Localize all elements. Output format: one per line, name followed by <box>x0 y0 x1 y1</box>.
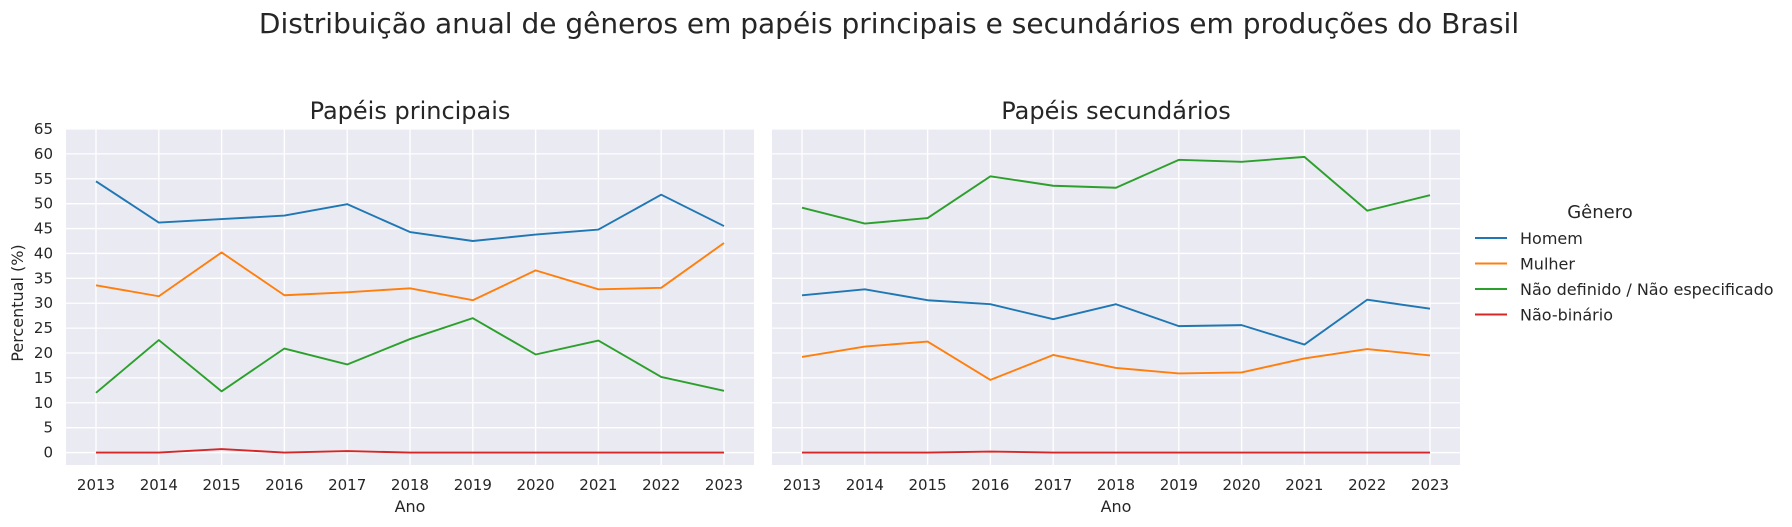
x-tick-label: 2016 <box>971 476 1009 494</box>
panel-2: 2013 2014 2015 2016 2017 2018 2019 2020 2021 2022… <box>772 97 1460 516</box>
y-tick-label: 15 <box>34 369 53 387</box>
y-tick-label: 25 <box>34 319 53 337</box>
y-tick-label: 40 <box>34 244 53 262</box>
legend-label: Não-binário <box>1520 306 1613 325</box>
x-tick-label: 2022 <box>642 476 680 494</box>
panel-title: Papéis principais <box>310 97 511 125</box>
x-axis-label: Ano <box>395 497 426 516</box>
y-tick-label: 30 <box>34 294 53 312</box>
x-tick-label: 2013 <box>783 476 821 494</box>
y-tick-label: 35 <box>34 269 53 287</box>
x-tick-label: 2020 <box>517 476 555 494</box>
x-tick-label: 2014 <box>846 476 884 494</box>
legend-item: Não-binário <box>1475 306 1613 325</box>
x-tick-label: 2018 <box>1097 476 1135 494</box>
x-tick-label: 2023 <box>1411 476 1449 494</box>
y-tick-label: 5 <box>43 419 53 437</box>
x-tick-label: 2021 <box>579 476 617 494</box>
series-line-homem <box>95 180 725 242</box>
x-tick-label: 2023 <box>705 476 743 494</box>
series-line-n-o-definido-n-o-especificado <box>95 317 725 394</box>
y-axis-label: Percentual (%) <box>8 244 27 361</box>
legend-label: Não definido / Não especificado <box>1520 280 1774 299</box>
legend-item: Mulher <box>1475 255 1575 274</box>
x-tick-label: 2022 <box>1348 476 1386 494</box>
y-tick-label: 20 <box>34 344 53 362</box>
y-tick-label: 45 <box>34 220 53 238</box>
x-tick-label: 2018 <box>391 476 429 494</box>
series-line-n-o-bin-rio <box>802 450 1430 454</box>
y-tick-label: 50 <box>34 195 53 213</box>
series-line-homem <box>801 288 1431 346</box>
panels: 2013 2014 2015 2016 2017 2018 2019 2020 2021 2022… <box>34 97 1460 516</box>
legend-title: Gênero <box>1567 202 1633 223</box>
x-tick-label: 2020 <box>1223 476 1261 494</box>
x-tick-label: 2017 <box>1034 476 1072 494</box>
x-tick-label: 2021 <box>1285 476 1323 494</box>
figure-title: Distribuição anual de gêneros em papéis … <box>259 7 1519 40</box>
legend-label: Homem <box>1520 229 1583 248</box>
series-line-mulher <box>801 340 1431 381</box>
series-line-n-o-bin-rio <box>96 448 724 454</box>
y-tick-label: 0 <box>43 444 53 462</box>
series-line-n-o-definido-n-o-especificado <box>801 155 1431 225</box>
y-tick-label: 10 <box>34 394 53 412</box>
x-tick-label: 2019 <box>1160 476 1198 494</box>
legend-label: Mulher <box>1520 255 1575 274</box>
y-tick-label: 60 <box>34 145 53 163</box>
legend-item: Não definido / Não especificado <box>1475 280 1774 299</box>
x-axis-label: Ano <box>1101 497 1132 516</box>
x-tick-label: 2019 <box>454 476 492 494</box>
x-tick-label: 2013 <box>77 476 115 494</box>
series-line-mulher <box>95 242 725 302</box>
panel-title: Papéis secundários <box>1001 97 1230 125</box>
y-tick-label: 65 <box>34 120 53 138</box>
x-tick-label: 2014 <box>140 476 178 494</box>
x-tick-label: 2017 <box>328 476 366 494</box>
x-tick-label: 2015 <box>203 476 241 494</box>
panel-1: 2013 2014 2015 2016 2017 2018 2019 2020 2021 2022… <box>34 97 754 516</box>
legend-item: Homem <box>1475 229 1583 248</box>
x-tick-label: 2015 <box>909 476 947 494</box>
legend: Gênero Homem Mulher Não definido / Não espe… <box>1475 202 1774 325</box>
y-tick-label: 55 <box>34 170 53 188</box>
x-tick-label: 2016 <box>265 476 303 494</box>
